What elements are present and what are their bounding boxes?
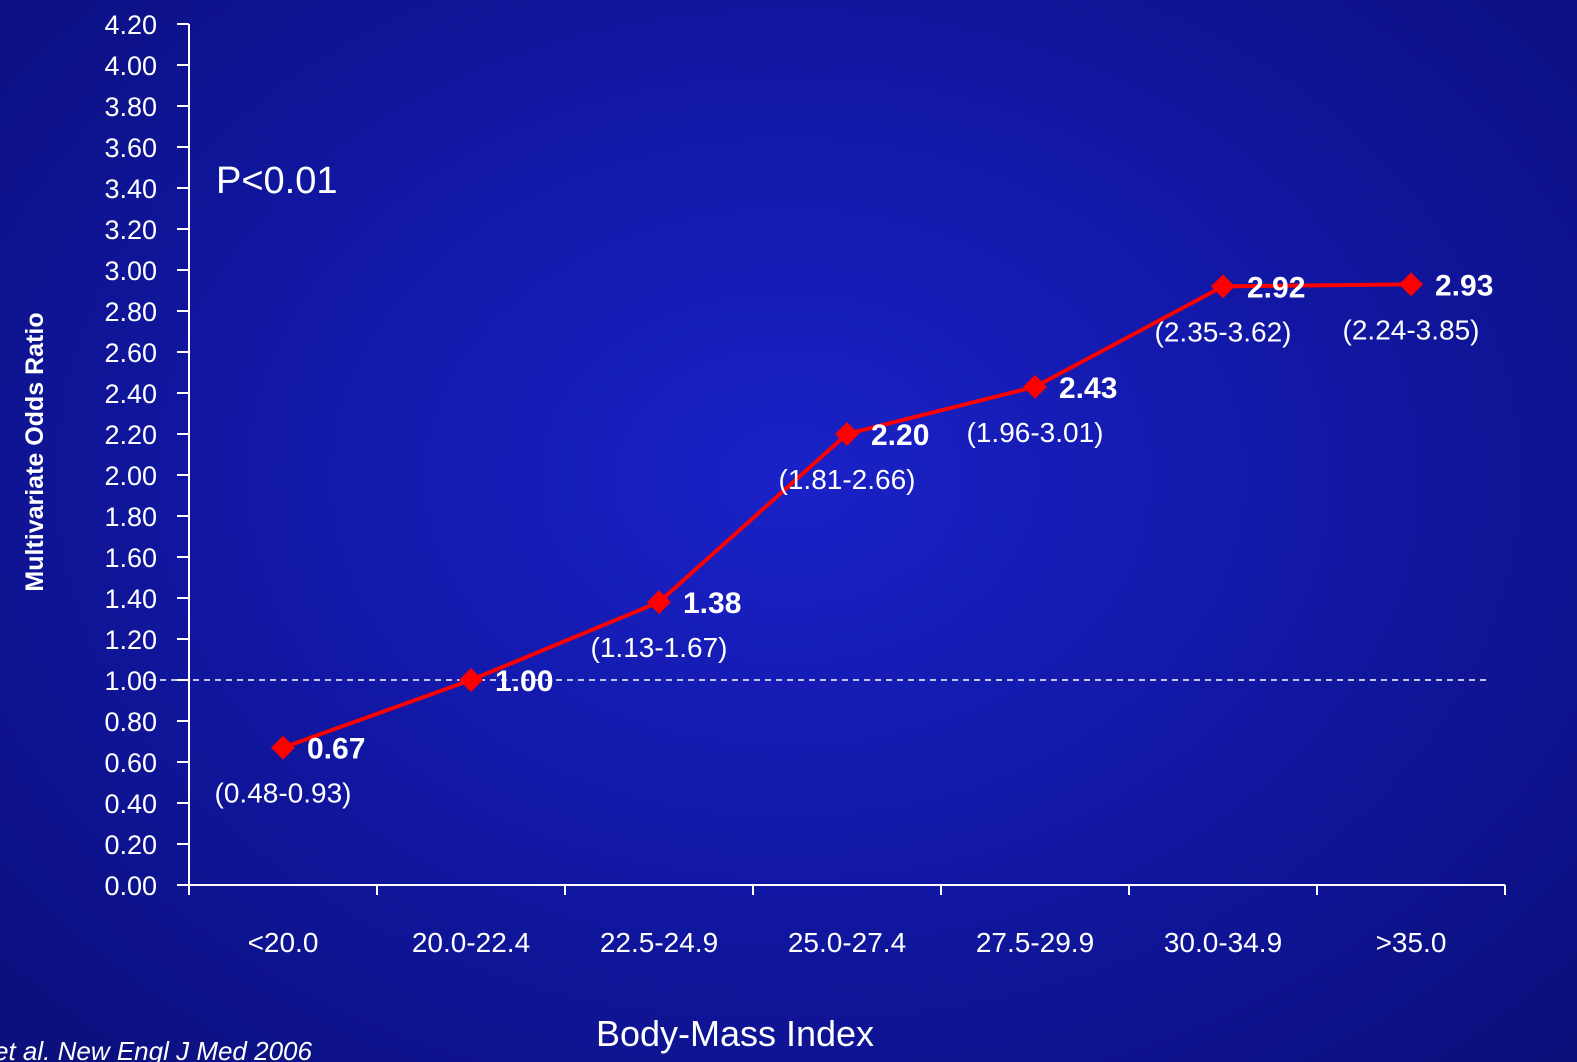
ci-label: (1.81-2.66)	[779, 464, 916, 495]
y-tick-label: 2.00	[104, 461, 157, 491]
data-point-marker	[1023, 374, 1047, 399]
y-tick-label: 2.40	[104, 379, 157, 409]
y-tick-label: 1.80	[104, 502, 157, 532]
series-line	[282, 282, 1412, 750]
y-tick-label: 1.20	[104, 625, 157, 655]
y-tick-label: 2.20	[104, 420, 157, 450]
y-tick-label: 3.40	[104, 174, 157, 204]
y-tick-label: 1.60	[104, 543, 157, 573]
x-tick-label: 20.0-22.4	[412, 927, 530, 958]
ci-label: (1.96-3.01)	[967, 417, 1104, 448]
x-axis-title: Body-Mass Index	[596, 1013, 874, 1054]
citation: et al. New Engl J Med 2006	[0, 1036, 312, 1062]
axis-ticks: 0.00 0.20 0.40 0.60 0.80 1.00 1.20 1.40 1.60 1.80…	[104, 10, 1506, 958]
y-tick-label: 3.20	[104, 215, 157, 245]
y-tick-label: 4.00	[104, 51, 157, 81]
data-point-marker	[647, 590, 671, 615]
ci-label: (1.13-1.67)	[591, 632, 728, 663]
data-point-marker	[271, 735, 295, 760]
x-tick-label: 27.5-29.9	[976, 927, 1094, 958]
x-tick-label: 25.0-27.4	[788, 927, 906, 958]
y-tick-label: 0.20	[104, 830, 157, 860]
y-tick-label: 3.60	[104, 133, 157, 163]
y-axis-title: Multivariate Odds Ratio	[21, 312, 49, 591]
value-label: 1.00	[495, 665, 553, 698]
x-tick-label: >35.0	[1376, 927, 1447, 958]
ci-label: (0.48-0.93)	[215, 778, 352, 809]
ci-label: (2.35-3.62)	[1155, 316, 1292, 347]
p-value-annotation: P<0.01	[216, 160, 338, 202]
series-group	[271, 272, 1423, 760]
ci-label: (2.24-3.85)	[1343, 314, 1480, 345]
value-label: 2.92	[1247, 271, 1305, 304]
y-tick-label: 3.80	[104, 92, 157, 122]
axes	[188, 24, 1505, 886]
value-label: 2.43	[1059, 372, 1117, 405]
y-tick-label: 0.40	[104, 789, 157, 819]
value-label: 2.93	[1435, 269, 1493, 302]
y-tick-label: 0.60	[104, 748, 157, 778]
value-label: 0.67	[307, 733, 365, 766]
data-point-marker	[835, 422, 859, 446]
y-tick-label: 4.20	[104, 10, 157, 40]
y-tick-label: 2.60	[104, 338, 157, 368]
x-tick-label: 22.5-24.9	[600, 927, 718, 958]
y-tick-label: 3.00	[104, 256, 157, 286]
x-tick-label: <20.0	[248, 927, 319, 958]
y-tick-label: 1.00	[104, 666, 157, 696]
value-label: 2.20	[871, 419, 929, 452]
data-point-marker	[459, 668, 483, 692]
x-tick-label: 30.0-34.9	[1164, 927, 1282, 958]
y-tick-label: 1.40	[104, 584, 157, 614]
data-point-marker	[1399, 272, 1423, 297]
value-label: 1.38	[683, 587, 741, 620]
data-labels: 0.67 1.00 1.38 2.20 2.43 2.92 2.93 (0.48-0.93) (…	[215, 269, 1494, 808]
y-tick-label: 0.80	[104, 707, 157, 737]
y-tick-label: 0.00	[104, 871, 157, 901]
y-tick-label: 2.80	[104, 297, 157, 327]
data-point-marker	[1211, 274, 1235, 299]
